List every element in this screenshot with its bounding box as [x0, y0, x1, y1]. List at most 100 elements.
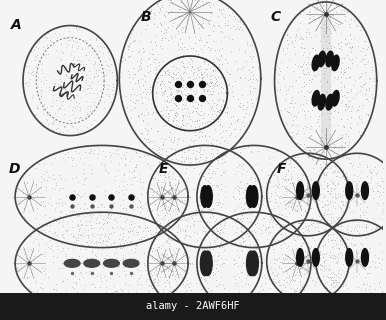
Point	[198, 67, 204, 72]
Point	[141, 200, 147, 205]
Point	[108, 204, 115, 209]
Point	[45, 245, 51, 250]
Point	[289, 221, 295, 227]
Point	[316, 15, 322, 20]
Point	[263, 224, 269, 229]
Point	[314, 120, 320, 125]
Point	[115, 151, 121, 156]
Point	[210, 262, 216, 268]
Point	[361, 212, 367, 217]
Point	[225, 297, 232, 302]
Point	[147, 68, 153, 73]
Point	[199, 187, 205, 192]
Point	[58, 209, 64, 214]
Point	[93, 37, 99, 43]
Point	[334, 236, 340, 241]
Point	[73, 236, 80, 241]
Point	[189, 99, 195, 104]
Point	[86, 109, 93, 114]
Ellipse shape	[64, 260, 80, 267]
Point	[69, 125, 76, 130]
Point	[335, 270, 341, 275]
Point	[92, 285, 98, 290]
Point	[263, 187, 269, 192]
Point	[202, 203, 208, 208]
Point	[232, 78, 239, 84]
Point	[322, 257, 328, 262]
Point	[332, 169, 338, 174]
Point	[286, 210, 292, 215]
Point	[303, 292, 310, 297]
Point	[55, 125, 61, 131]
Point	[212, 81, 218, 86]
Point	[155, 177, 161, 182]
Point	[249, 76, 256, 81]
Point	[238, 185, 244, 190]
Point	[340, 202, 346, 207]
Point	[285, 41, 291, 46]
Point	[120, 54, 127, 59]
Point	[366, 76, 372, 81]
Point	[75, 180, 81, 185]
Point	[169, 23, 176, 28]
Point	[167, 107, 173, 112]
Point	[321, 194, 327, 199]
Point	[311, 16, 317, 21]
Point	[239, 235, 245, 240]
Point	[223, 281, 229, 286]
Point	[26, 274, 32, 279]
Ellipse shape	[200, 251, 209, 276]
Point	[173, 169, 179, 174]
Point	[349, 60, 355, 66]
Point	[342, 261, 349, 267]
Point	[170, 77, 176, 82]
Point	[181, 236, 187, 241]
Point	[71, 188, 77, 193]
Point	[299, 193, 305, 198]
Point	[332, 194, 338, 199]
Point	[70, 233, 76, 238]
Point	[170, 171, 176, 176]
Point	[158, 185, 164, 190]
Point	[96, 220, 102, 225]
Point	[239, 230, 245, 235]
Point	[294, 140, 300, 146]
Point	[288, 134, 295, 139]
Point	[332, 20, 339, 26]
Point	[100, 311, 106, 316]
Point	[334, 173, 340, 178]
Point	[301, 131, 307, 136]
Point	[328, 282, 334, 287]
Point	[293, 246, 300, 251]
Point	[173, 118, 179, 123]
Point	[200, 224, 206, 229]
Point	[106, 55, 112, 60]
Point	[134, 204, 140, 209]
Point	[199, 24, 205, 29]
Point	[331, 272, 337, 277]
Point	[295, 175, 301, 180]
Point	[37, 61, 44, 66]
Point	[267, 285, 273, 291]
Point	[330, 278, 337, 283]
Point	[156, 60, 162, 65]
Point	[232, 283, 238, 288]
Point	[320, 214, 327, 219]
Point	[137, 210, 144, 215]
Point	[210, 269, 217, 275]
Point	[347, 254, 353, 259]
Point	[295, 177, 301, 182]
Point	[196, 149, 203, 154]
Point	[369, 220, 375, 226]
Point	[83, 232, 89, 237]
Point	[103, 239, 110, 244]
Point	[175, 70, 181, 75]
Point	[289, 122, 295, 127]
Point	[99, 240, 105, 245]
Point	[288, 180, 295, 185]
Point	[42, 77, 49, 83]
Point	[244, 180, 250, 186]
Point	[300, 102, 306, 107]
Point	[80, 258, 86, 263]
Point	[163, 93, 169, 98]
